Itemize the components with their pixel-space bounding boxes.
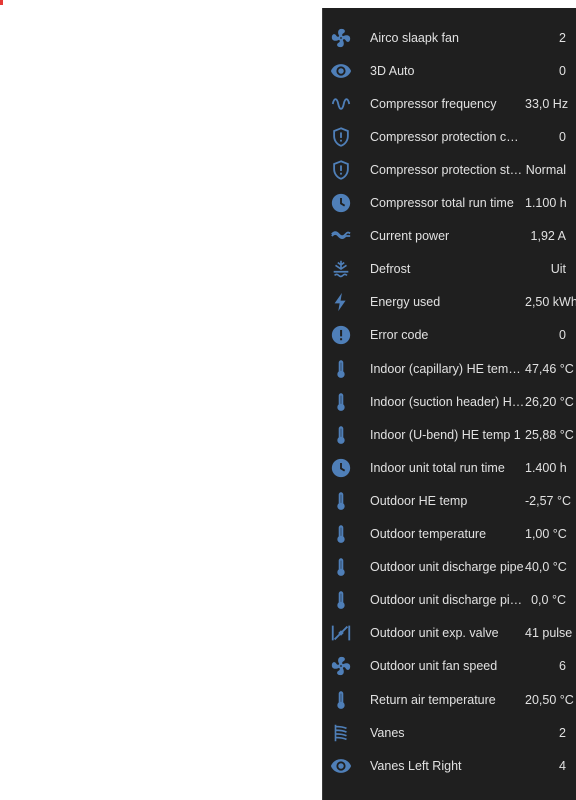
entity-name: Indoor (U-bend) HE temp 1 [370,427,521,442]
thermometer-icon [329,588,353,612]
eye-icon [329,754,353,778]
entity-row[interactable]: Energy used 2,50 kWh [323,286,576,319]
entity-name: Outdoor unit discharge pipe [370,560,524,575]
entity-state: 20,50 °C [525,692,574,707]
entity-state: 40,0 °C [525,560,567,575]
entity-name: Outdoor unit fan speed [370,659,498,674]
thermometer-icon [329,522,353,546]
sine-wave-icon [329,92,353,116]
thermometer-icon [329,423,353,447]
shield-alert-icon [329,158,353,182]
corner-marker [0,0,3,5]
entity-state: 26,20 °C [525,394,574,409]
entity-state: 2 [559,725,566,740]
entity-state: 0 [559,129,566,144]
entity-name: Compressor total run time [370,196,514,210]
entity-state: Uit [550,262,566,277]
entity-state: 1.400 h [525,460,567,475]
entity-name: Return air temperature [370,692,496,707]
entity-name: Compressor protection code [370,129,525,144]
entity-state: 41 pulse [525,626,573,641]
entity-state: 33,0 Hz [525,96,569,111]
entity-name: Defrost [370,262,411,277]
entity-name: Vanes Left Right [370,758,462,773]
entity-row[interactable]: Outdoor temperature 1,00 °C [323,518,576,551]
entity-row[interactable]: Vanes Left Right 4 [323,749,576,782]
entity-row[interactable]: Compressor total run time 1.100 h [323,187,576,220]
entity-row[interactable]: 3D Auto 0 [323,54,576,87]
valve-icon [329,621,353,645]
entity-name: Vanes [370,725,405,740]
entity-state: 1.100 h [525,196,567,210]
entity-state: 1,92 A [530,229,566,244]
entities-panel: Airco slaapk fan 2 3D Auto 0 Compressor freq… [322,8,576,800]
thermometer-icon [329,489,353,513]
entity-state: 2 [559,30,566,45]
eye-icon [329,59,353,83]
entity-state: 2,50 kWh [525,295,576,310]
entity-state: 6 [559,659,566,674]
entity-row[interactable]: Airco slaapk fan 2 [323,21,576,54]
entity-state: 4 [559,758,566,773]
entity-row[interactable]: Defrost Uit [323,253,576,286]
entity-row[interactable]: Outdoor unit exp. valve 41 pulse [323,617,576,650]
entity-state: 47,46 °C [525,361,574,376]
entity-state: 25,88 °C [525,427,574,442]
entity-row[interactable]: Indoor (capillary) HE tem… 47,46 °C [323,352,576,385]
entity-row[interactable]: Error code 0 [323,319,576,352]
entity-row[interactable]: Indoor (U-bend) HE temp 1 25,88 °C [323,418,576,451]
entity-name: Energy used [370,295,441,310]
entity-name: Outdoor unit discharge pipe … [370,593,525,608]
entity-state: 0 [559,63,566,78]
entity-state: 1,00 °C [525,527,567,541]
entity-row[interactable]: Compressor protection code 0 [323,120,576,153]
entity-name: Compressor frequency [370,96,497,111]
thermometer-icon [329,357,353,381]
entity-row[interactable]: Return air temperature 20,50 °C [323,683,576,716]
entity-name: 3D Auto [370,63,415,78]
shield-alert-icon [329,125,353,149]
entity-row[interactable]: Compressor protection sta… Normal [323,153,576,186]
entity-state: -2,57 °C [525,493,571,508]
entity-row[interactable]: Vanes 2 [323,716,576,749]
entity-row[interactable]: Indoor (suction header) H… 26,20 °C [323,385,576,418]
thermometer-icon [329,688,353,712]
clock-icon [329,456,353,480]
entity-state: 0,0 °C [531,593,566,608]
entity-name: Outdoor unit exp. valve [370,626,499,641]
entity-row[interactable]: Compressor frequency 33,0 Hz [323,87,576,120]
lightning-bolt-icon [329,290,353,314]
entity-row[interactable]: Outdoor unit fan speed 6 [323,650,576,683]
thermometer-icon [329,555,353,579]
entity-name: Outdoor HE temp [370,493,468,508]
entity-row[interactable]: Outdoor unit discharge pipe … 0,0 °C [323,584,576,617]
entity-name: Indoor (suction header) H… [370,394,525,409]
ac-current-icon [329,224,353,248]
entity-state: Normal [525,162,566,177]
entity-state: 0 [559,328,566,343]
entity-row[interactable]: Outdoor unit discharge pipe 40,0 °C [323,551,576,584]
thermometer-icon [329,390,353,414]
entity-name: Airco slaapk fan [370,30,459,45]
entity-name: Indoor unit total run time [370,460,505,475]
entity-name: Error code [370,328,429,343]
entity-row[interactable]: Current power 1,92 A [323,220,576,253]
alert-circle-icon [329,323,353,347]
entity-row[interactable]: Outdoor HE temp -2,57 °C [323,484,576,517]
vanes-icon [329,721,353,745]
entity-name: Outdoor temperature [370,527,487,541]
entity-name: Compressor protection sta… [370,162,525,177]
fan-icon [329,654,353,678]
fan-icon [329,26,353,50]
defrost-icon [329,257,353,281]
clock-icon [329,191,353,215]
entity-row[interactable]: Indoor unit total run time 1.400 h [323,451,576,484]
entity-name: Indoor (capillary) HE tem… [370,361,521,376]
entity-name: Current power [370,229,450,244]
